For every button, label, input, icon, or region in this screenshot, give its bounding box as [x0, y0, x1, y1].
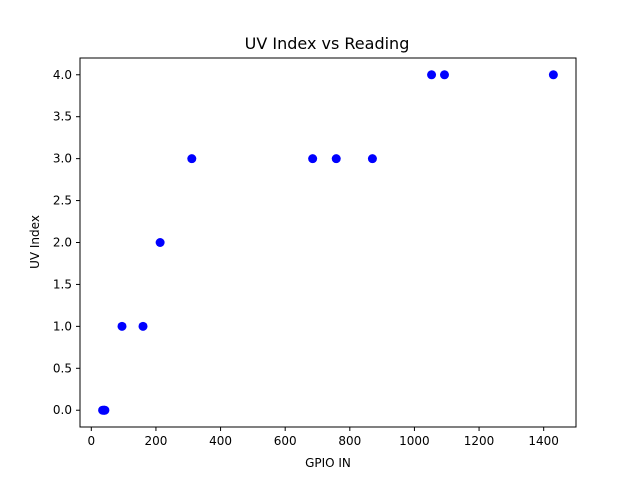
y-tick-label: 1.5 [53, 277, 72, 291]
y-tick-label: 0.0 [53, 403, 72, 417]
x-tick-label: 200 [144, 434, 167, 448]
x-tick-label: 1000 [399, 434, 430, 448]
data-point [427, 70, 437, 80]
y-axis-ticks: 0.0 0.5 1.0 1.5 2.0 2.5 3.0 3.5 4.0 [53, 68, 80, 417]
y-tick-label: 0.5 [53, 361, 72, 375]
data-point [187, 154, 197, 164]
data-point [439, 70, 449, 80]
x-axis-label: GPIO IN [305, 456, 351, 470]
y-tick-label: 2.0 [53, 236, 72, 250]
data-point [308, 154, 318, 164]
data-point [548, 70, 558, 80]
x-tick-label: 1400 [528, 434, 559, 448]
data-point [138, 321, 148, 331]
axes-frame [79, 57, 577, 428]
data-point [367, 154, 377, 164]
y-axis-label: UV Index [28, 215, 42, 269]
data-point [155, 238, 165, 247]
x-tick-label: 0 [87, 434, 95, 448]
data-point [331, 154, 341, 164]
data-point [117, 321, 127, 331]
y-tick-label: 3.5 [53, 110, 72, 124]
y-tick-label: 3.0 [53, 152, 72, 166]
y-tick-label: 4.0 [53, 68, 72, 82]
data-point [100, 405, 110, 415]
x-tick-label: 600 [274, 434, 297, 448]
chart-title: UV Index vs Reading [245, 34, 410, 53]
plot-area [98, 70, 558, 415]
x-tick-label: 1200 [464, 434, 495, 448]
y-tick-label: 1.0 [53, 319, 72, 333]
x-tick-label: 400 [209, 434, 232, 448]
y-tick-label: 2.5 [53, 194, 72, 208]
x-tick-label: 800 [338, 434, 361, 448]
x-axis-ticks: 0 200 400 600 800 1000 1200 1400 [87, 427, 559, 448]
